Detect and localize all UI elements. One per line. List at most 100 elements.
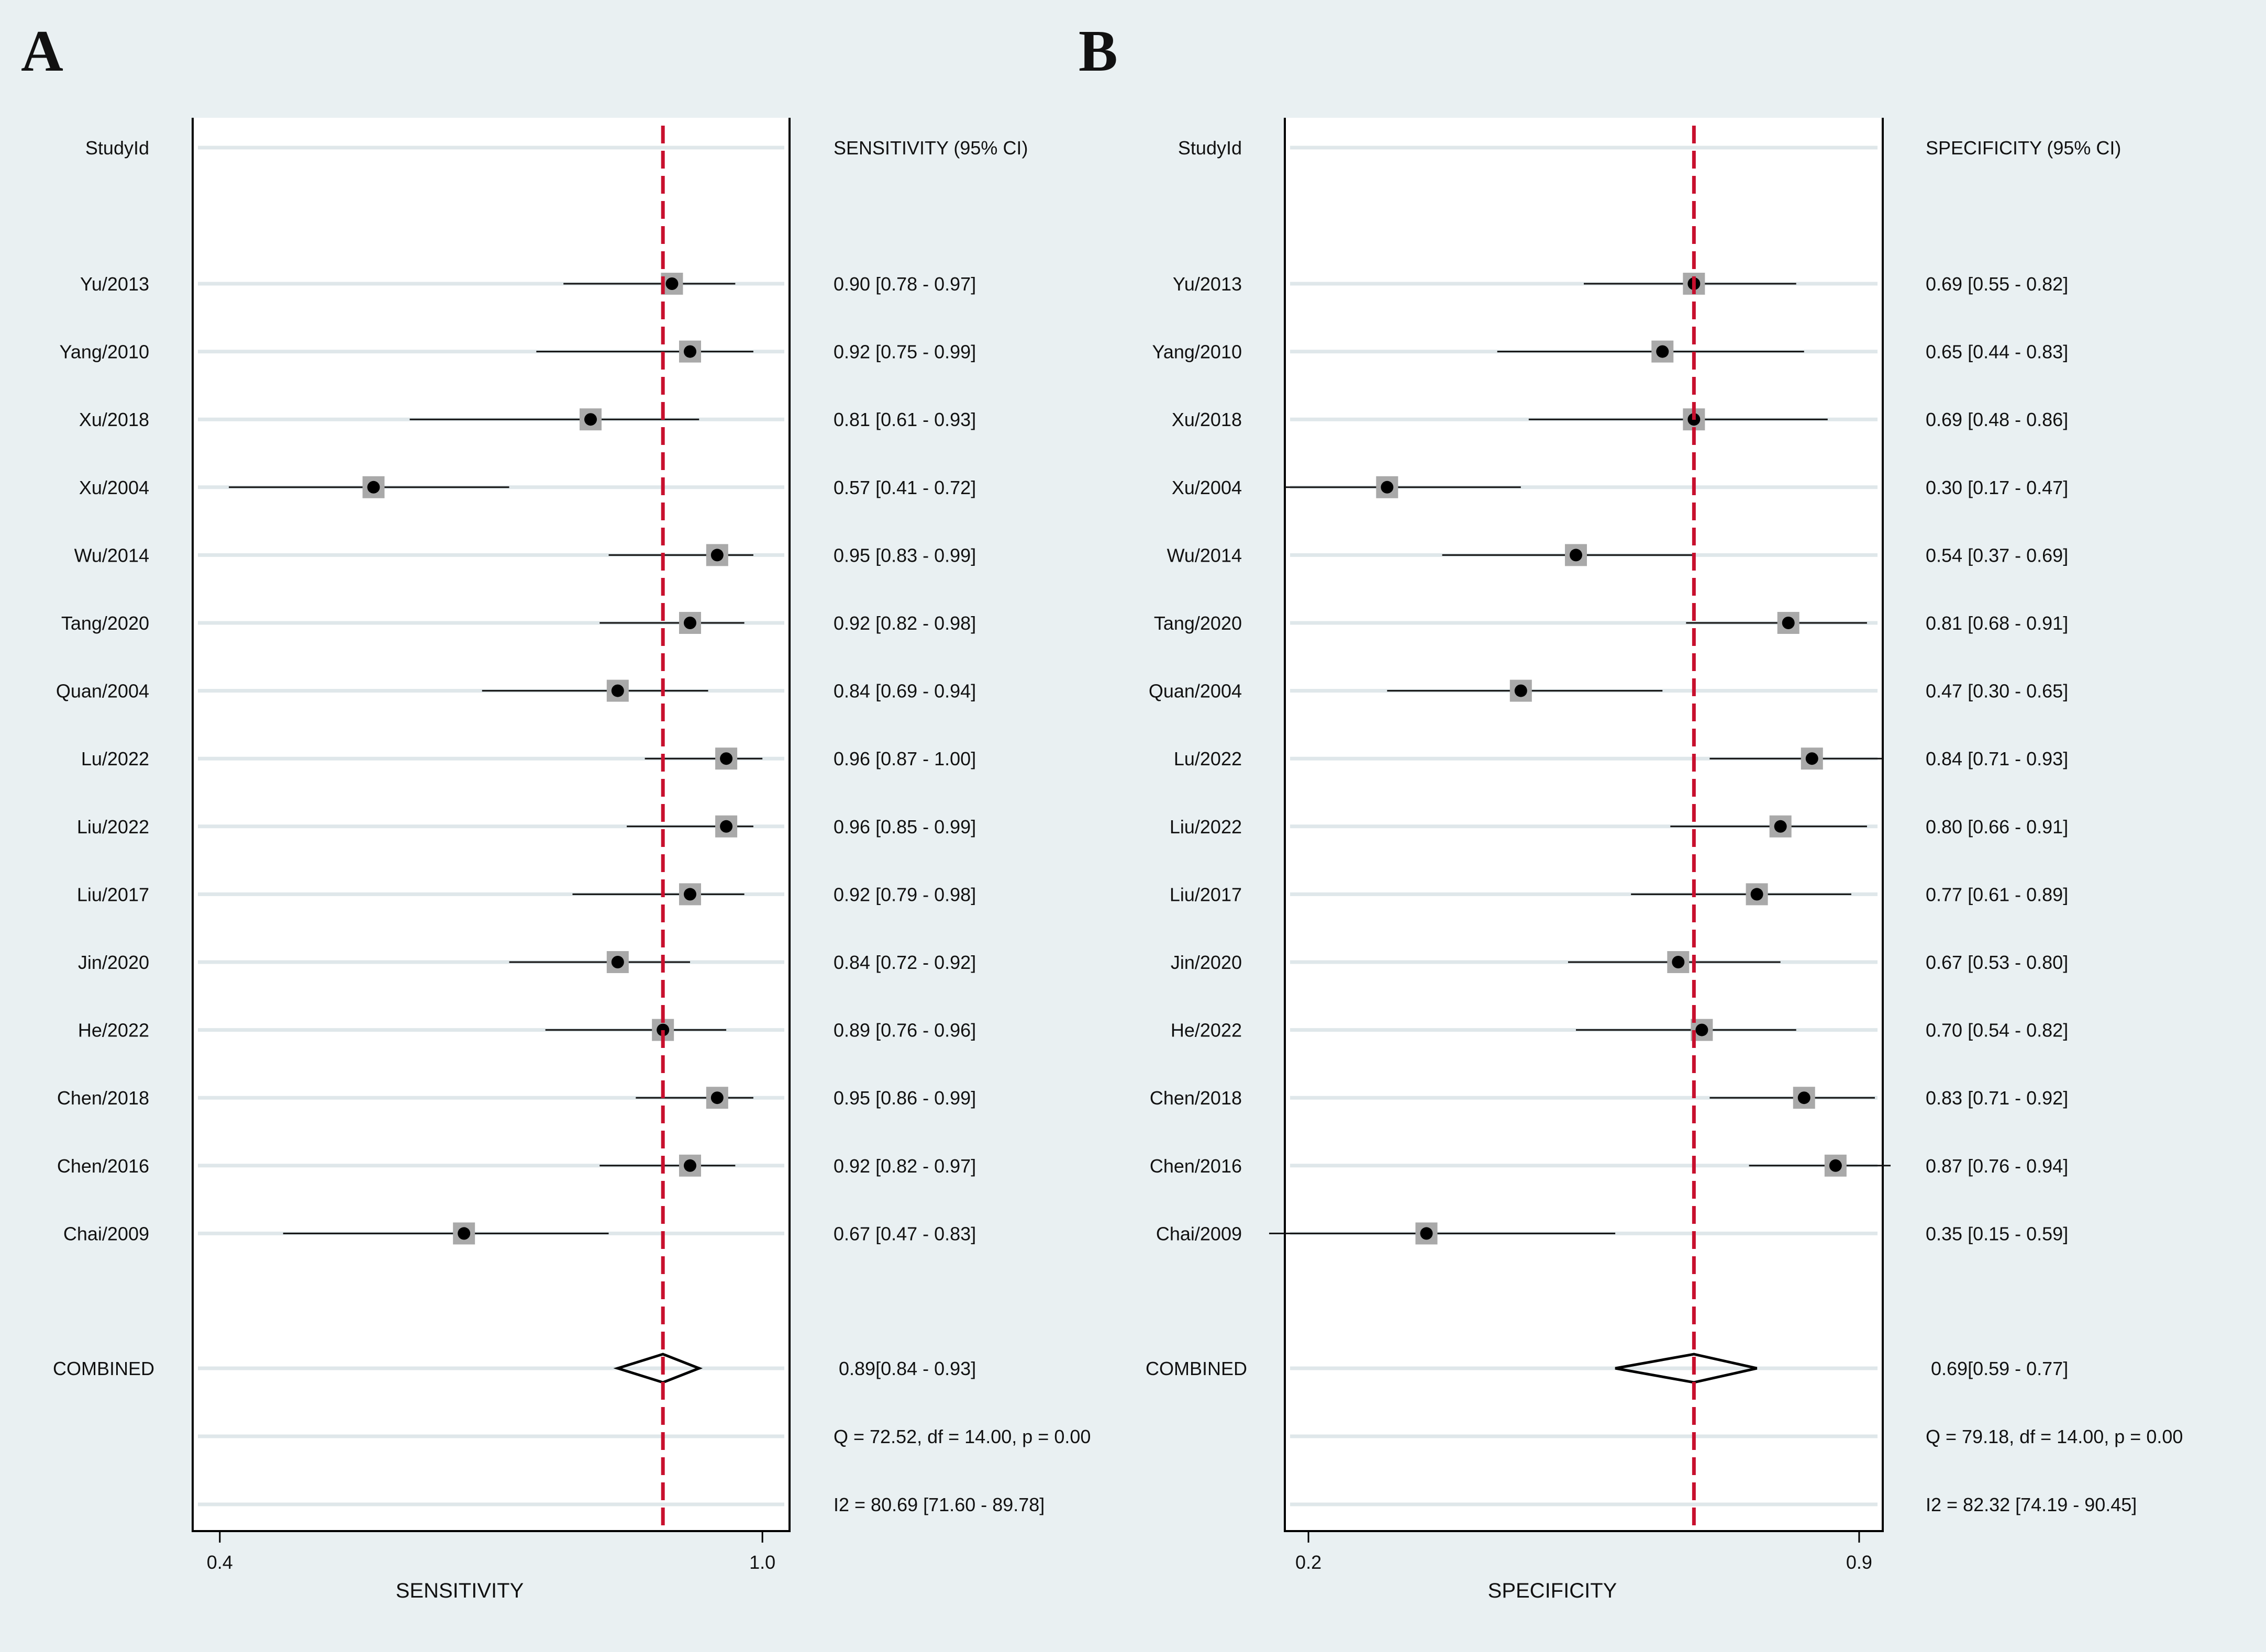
ci-value-label: 0.92 [0.82 - 0.97] [834,1155,976,1177]
panel-letter: A [21,19,63,84]
ci-value-label: 0.84 [0.72 - 0.92] [834,952,976,973]
ci-value-label: 0.96 [0.85 - 0.99] [834,816,976,838]
study-name: Lu/2022 [1174,748,1242,769]
point-estimate [367,481,380,494]
panel-b: B StudyId SPECIFICITY (95% CI) 0.2 0.9 SPECIF… [1079,19,2183,1602]
point-estimate [657,1023,670,1036]
ci-value-label: 0.70 [0.54 - 0.82] [1926,1020,2068,1041]
point-estimate [1569,549,1582,562]
ci-value-label: 0.95 [0.86 - 0.99] [834,1087,976,1109]
study-name: Liu/2017 [77,884,149,905]
ci-value-label: 0.95 [0.83 - 0.99] [834,544,976,566]
point-estimate [1656,345,1669,358]
study-name: Chen/2016 [57,1155,149,1177]
ci-value-label: 0.87 [0.76 - 0.94] [1926,1155,2068,1177]
ci-column-header: SPECIFICITY (95% CI) [1926,137,2121,159]
study-name: Jin/2020 [78,952,149,973]
point-estimate [1750,888,1763,901]
study-name: Chen/2016 [1150,1155,1242,1177]
study-name: Chen/2018 [1150,1087,1242,1109]
ci-value-label: 0.67 [0.53 - 0.80] [1926,952,2068,973]
panel-letter: B [1079,19,1118,84]
study-name: Chen/2018 [57,1087,149,1109]
studyid-header: StudyId [1178,137,1242,159]
point-estimate [1381,481,1394,494]
x-axis-label: SENSITIVITY [396,1579,524,1602]
point-estimate [720,752,733,765]
ci-value-label: 0.77 [0.61 - 0.89] [1926,884,2068,905]
heterogeneity-i2: I2 = 82.32 [74.19 - 90.45] [1926,1494,2137,1515]
studyid-header: StudyId [85,137,149,159]
study-name: Lu/2022 [81,748,149,769]
x-tick-label: 1.0 [749,1551,775,1573]
study-name: Wu/2014 [74,544,149,566]
heterogeneity-q: Q = 79.18, df = 14.00, p = 0.00 [1926,1426,2183,1447]
x-tick-label: 0.9 [1846,1551,1872,1573]
ci-value-label: 0.69 [0.55 - 0.82] [1926,273,2068,295]
ci-value-label: 0.90 [0.78 - 0.97] [834,273,976,295]
point-estimate [1695,1023,1708,1036]
study-name: Yu/2013 [1173,273,1242,295]
point-estimate [684,888,696,901]
x-tick-label: 0.4 [207,1551,233,1573]
ci-value-label: 0.84 [0.71 - 0.93] [1926,748,2068,769]
point-estimate [584,413,597,426]
ci-value-label: 0.80 [0.66 - 0.91] [1926,816,2068,838]
ci-value-label: 0.81 [0.68 - 0.91] [1926,612,2068,634]
point-estimate [1420,1227,1433,1240]
study-name: Chai/2009 [1156,1223,1242,1244]
study-name: Yang/2010 [60,341,150,363]
ci-value-label: 0.47 [0.30 - 0.65] [1926,680,2068,702]
study-name: Jin/2020 [1171,952,1242,973]
study-name: Yang/2010 [1152,341,1242,363]
ci-value-label: 0.30 [0.17 - 0.47] [1926,477,2068,498]
point-estimate [1782,617,1795,629]
ci-value-label: 0.84 [0.69 - 0.94] [834,680,976,702]
point-estimate [611,956,624,968]
point-estimate [684,345,696,358]
ci-value-label: 0.83 [0.71 - 0.92] [1926,1087,2068,1109]
ci-value-label: 0.92 [0.75 - 0.99] [834,341,976,363]
study-name: Quan/2004 [56,680,149,702]
plot-area [1285,118,1883,1531]
combined-diamond [1615,1353,1758,1384]
panel-a: A StudyId SENSITIVITY (95% CI) 0.4 1.0 SENSIT… [21,19,1091,1602]
combined-diamond [613,1353,703,1384]
study-name: Chai/2009 [63,1223,149,1244]
point-estimate [710,1091,724,1104]
point-estimate [684,617,696,629]
point-estimate [684,1159,696,1172]
point-estimate [1797,1091,1810,1104]
study-name: He/2022 [1171,1020,1242,1041]
ci-column-header: SENSITIVITY (95% CI) [834,137,1028,159]
heterogeneity-q: Q = 72.52, df = 14.00, p = 0.00 [834,1426,1091,1447]
point-estimate [665,277,679,290]
study-name: Tang/2020 [1154,612,1242,634]
study-name: Quan/2004 [1149,680,1242,702]
ci-value-label: 0.96 [0.87 - 1.00] [834,748,976,769]
combined-ci-label: 0.69[0.59 - 0.77] [1931,1358,2068,1379]
study-name: Tang/2020 [61,612,149,634]
study-name: Liu/2017 [1170,884,1242,905]
point-estimate [1514,684,1527,697]
combined-ci-label: 0.89[0.84 - 0.93] [839,1358,976,1379]
ci-value-label: 0.92 [0.79 - 0.98] [834,884,976,905]
point-estimate [611,684,624,697]
point-estimate [458,1227,471,1240]
study-name: Yu/2013 [80,273,149,295]
study-name: Xu/2004 [79,477,149,498]
ci-value-label: 0.89 [0.76 - 0.96] [834,1020,976,1041]
study-name: Xu/2018 [79,409,149,430]
study-name: Xu/2004 [1172,477,1242,498]
ci-value-label: 0.69 [0.48 - 0.86] [1926,409,2068,430]
point-estimate [710,549,724,562]
ci-value-label: 0.92 [0.82 - 0.98] [834,612,976,634]
study-name: Wu/2014 [1167,544,1242,566]
point-estimate [1829,1159,1842,1172]
study-name: Liu/2022 [77,816,149,838]
ci-value-label: 0.57 [0.41 - 0.72] [834,477,976,498]
point-estimate [1672,956,1685,968]
combined-label: COMBINED [1146,1358,1247,1379]
point-estimate [720,820,733,833]
